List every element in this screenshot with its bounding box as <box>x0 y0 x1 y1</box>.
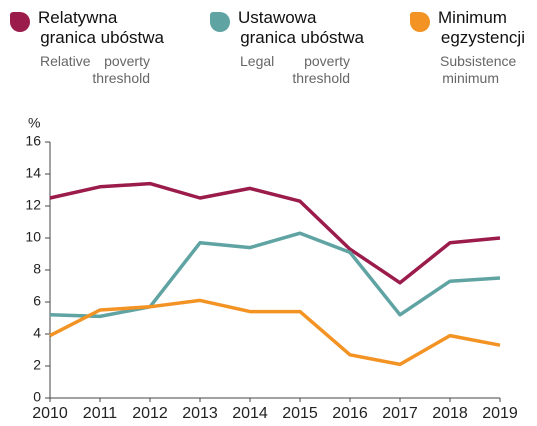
legend-name: Relatywna granica ubóstwa <box>38 8 164 47</box>
y-tick-label: 4 <box>33 325 41 341</box>
x-tick-label: 2011 <box>83 405 118 422</box>
x-tick-label: 2015 <box>282 405 318 422</box>
x-tick-label: 2018 <box>432 405 468 422</box>
y-tick-label: 16 <box>25 133 41 149</box>
series-line <box>49 231 501 319</box>
y-tick-label: 8 <box>33 261 41 277</box>
x-tick-label: 2013 <box>182 405 218 422</box>
series-line <box>49 298 501 367</box>
y-tick-label: 0 <box>33 389 41 405</box>
x-tick-label: 2017 <box>382 405 418 422</box>
y-unit: % <box>28 115 40 131</box>
y-tick-label: 6 <box>33 293 41 309</box>
x-tick-label: 2014 <box>232 405 268 422</box>
x-tick-label: 2010 <box>32 405 68 422</box>
legend-swatch <box>210 12 230 32</box>
legend-name: Ustawowa granica ubóstwa <box>238 8 364 47</box>
legend-swatch <box>410 12 430 32</box>
legend-name-en: Subsistence minimum <box>440 53 517 86</box>
y-tick-label: 14 <box>25 165 41 181</box>
x-tick-label: 2012 <box>132 405 168 422</box>
y-tick-label: 12 <box>25 197 41 213</box>
y-tick-label: 10 <box>25 229 41 245</box>
legend-name-en: Relative poverty threshold <box>40 53 150 86</box>
legend-name-en: Legal poverty threshold <box>240 53 350 86</box>
series-line <box>49 181 501 285</box>
x-tick-label: 2019 <box>482 405 518 422</box>
legend-swatch <box>10 12 30 32</box>
legend-name: Minimum egzystencji <box>438 8 525 47</box>
y-tick-label: 2 <box>33 357 41 373</box>
x-tick-label: 2016 <box>332 405 368 422</box>
